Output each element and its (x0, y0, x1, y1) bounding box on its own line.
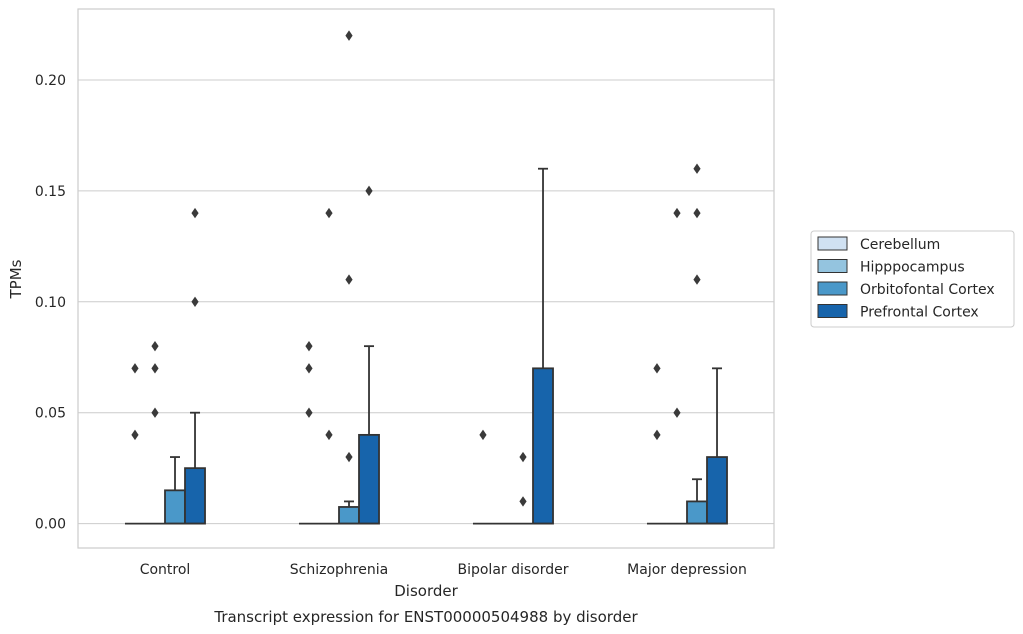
outlier-point (151, 363, 159, 374)
box-group (124, 363, 145, 525)
y-tick-label: 0.05 (35, 406, 66, 422)
legend-frame (810, 230, 1015, 328)
legend-label: Cerebellum (860, 237, 940, 253)
box-group (706, 367, 728, 525)
box (532, 367, 554, 525)
legend: Cerebellum Hipppocampus Orbitofontal Corte… (810, 230, 1015, 328)
box (358, 433, 380, 525)
outlier-point (693, 274, 701, 285)
outlier-point (519, 496, 527, 507)
box-group (298, 340, 319, 525)
box (706, 456, 728, 525)
legend-swatch (817, 236, 848, 251)
legend-label: Prefrontal Cortex (860, 305, 979, 321)
box-group (472, 429, 493, 525)
y-axis-title: TPMs (7, 259, 25, 299)
outlier-point (653, 429, 661, 441)
outlier-point (365, 185, 373, 197)
outlier-point (131, 429, 139, 441)
outlier-point (345, 274, 353, 285)
outlier-point (693, 163, 701, 174)
box-group (318, 207, 339, 525)
x-tick-label: Schizophrenia (290, 562, 388, 578)
box-group (338, 30, 360, 525)
legend-label: Hipppocampus (860, 260, 965, 276)
outlier-point (305, 340, 313, 352)
y-gridlines (78, 79, 774, 525)
box (686, 500, 708, 525)
box-group (513, 451, 534, 525)
box-group (646, 363, 667, 525)
outlier-point (151, 407, 159, 418)
x-tick-label: Major depression (627, 562, 747, 578)
chart-caption: Transcript expression for ENST0000050498… (213, 608, 638, 626)
box-group (144, 340, 165, 525)
y-tick-label: 0.20 (35, 73, 66, 89)
y-tick-label: 0.15 (35, 184, 66, 200)
box-group (184, 207, 206, 525)
y-tick-label: 0.00 (35, 517, 66, 533)
outlier-point (305, 407, 313, 418)
outlier-point (693, 207, 701, 219)
outlier-point (345, 30, 353, 41)
box-group (666, 207, 687, 525)
outlier-point (325, 429, 333, 441)
outlier-point (345, 451, 353, 463)
legend-swatch (817, 304, 848, 318)
y-tick-label: 0.10 (35, 295, 66, 311)
outlier-point (325, 207, 333, 219)
outlier-point (131, 363, 139, 374)
box (184, 467, 206, 525)
box-group (532, 167, 554, 525)
outlier-point (191, 296, 199, 307)
box (338, 506, 360, 525)
legend-swatch (817, 259, 848, 273)
x-axis-title: Disorder (394, 582, 458, 600)
box-group (358, 185, 380, 525)
x-tick-labels: Control Schizophrenia Bipolar disorder Majo… (140, 562, 747, 578)
outlier-point (305, 363, 313, 374)
outlier-point (673, 207, 681, 219)
outlier-point (151, 340, 159, 352)
x-tick-label: Bipolar disorder (457, 562, 568, 578)
outlier-point (519, 451, 527, 463)
outlier-point (191, 207, 199, 219)
box-plot-boxes (124, 30, 728, 525)
outlier-point (653, 363, 661, 374)
box-group (164, 456, 186, 525)
x-tick-label: Control (140, 562, 191, 578)
outlier-point (673, 407, 681, 418)
legend-label: Orbitofontal Cortex (860, 282, 995, 298)
plot-frame (77, 8, 775, 549)
y-tick-labels: 0.00 0.05 0.10 0.15 0.20 (35, 73, 66, 533)
box (164, 489, 186, 525)
outlier-point (479, 429, 487, 441)
box-group (686, 163, 708, 525)
legend-swatch (817, 281, 848, 296)
